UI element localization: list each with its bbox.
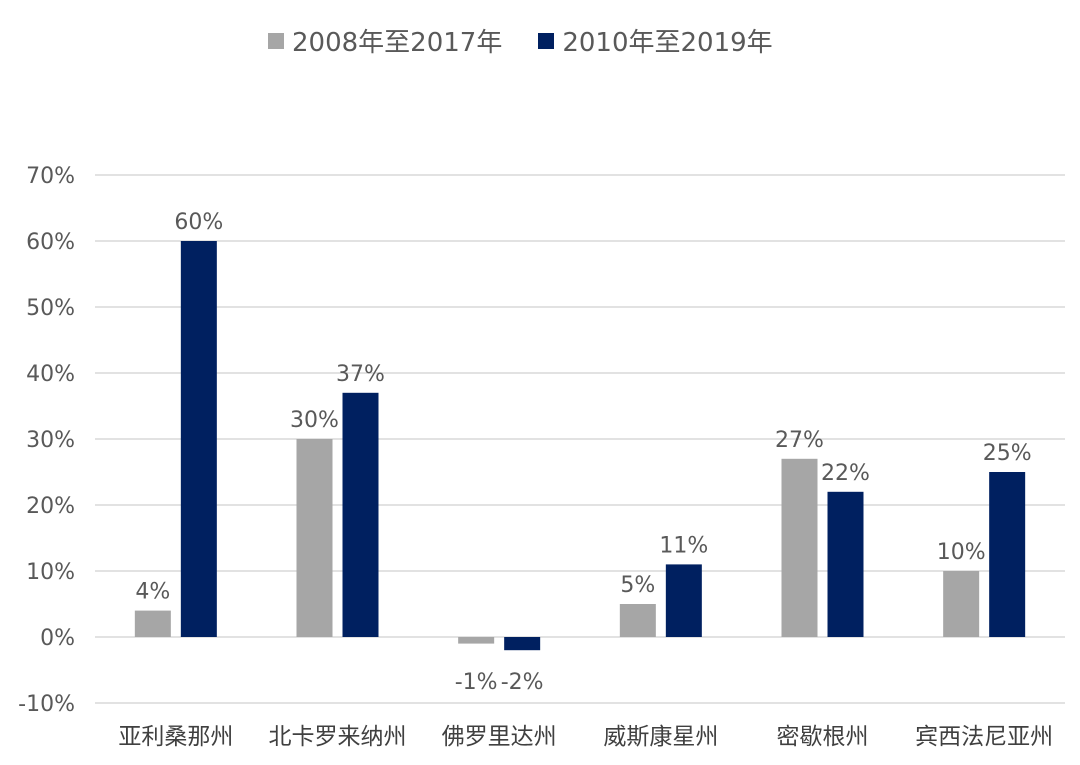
x-tick-label: 北卡罗来纳州 xyxy=(269,724,407,750)
data-label: 37% xyxy=(336,362,385,387)
data-label: 4% xyxy=(135,580,170,605)
y-tick-label: 40% xyxy=(26,362,75,387)
legend-label-series-2: 2010年至2019年 xyxy=(562,28,773,58)
y-tick-label: 0% xyxy=(40,626,75,651)
bar xyxy=(989,472,1026,637)
x-tick-label: 威斯康星州 xyxy=(603,724,718,750)
bar xyxy=(827,491,864,637)
y-tick-label: 20% xyxy=(26,494,75,519)
bar xyxy=(504,637,541,651)
y-tick-label: 50% xyxy=(26,296,75,321)
y-tick-label: 60% xyxy=(26,230,75,255)
legend-label-series-1: 2008年至2017年 xyxy=(292,28,503,58)
x-tick-label: 密歇根州 xyxy=(777,724,869,750)
legend: 2008年至2017年 2010年至2019年 xyxy=(268,22,809,59)
y-tick-label: 30% xyxy=(26,428,75,453)
y-tick-label: 10% xyxy=(26,560,75,585)
legend-item-series-1: 2008年至2017年 xyxy=(268,22,502,59)
legend-item-series-2: 2010年至2019年 xyxy=(538,22,773,59)
bar xyxy=(180,241,217,637)
legend-swatch-series-1 xyxy=(268,32,284,49)
data-label: 30% xyxy=(290,408,339,433)
data-label: 22% xyxy=(821,461,870,486)
data-label: 10% xyxy=(937,540,986,565)
y-tick-label: -10% xyxy=(18,692,75,717)
bar xyxy=(296,439,333,637)
data-label: -2% xyxy=(501,670,544,695)
x-tick-label: 宾西法尼亚州 xyxy=(915,724,1053,750)
bar xyxy=(781,458,818,637)
bar xyxy=(619,604,656,637)
bar xyxy=(342,392,379,637)
data-label: 5% xyxy=(620,573,655,598)
legend-swatch-series-2 xyxy=(538,32,555,49)
data-label: -1% xyxy=(455,670,498,695)
data-label: 11% xyxy=(659,533,708,558)
bar xyxy=(134,610,171,637)
data-label: 27% xyxy=(775,428,824,453)
x-tick-label: 亚利桑那州 xyxy=(118,724,233,750)
bar xyxy=(943,571,980,637)
data-label: 60% xyxy=(174,210,223,235)
x-tick-label: 佛罗里达州 xyxy=(442,724,557,750)
bar xyxy=(458,637,495,644)
data-label: 25% xyxy=(983,441,1032,466)
y-tick-label: 70% xyxy=(26,164,75,189)
bar xyxy=(665,564,702,637)
